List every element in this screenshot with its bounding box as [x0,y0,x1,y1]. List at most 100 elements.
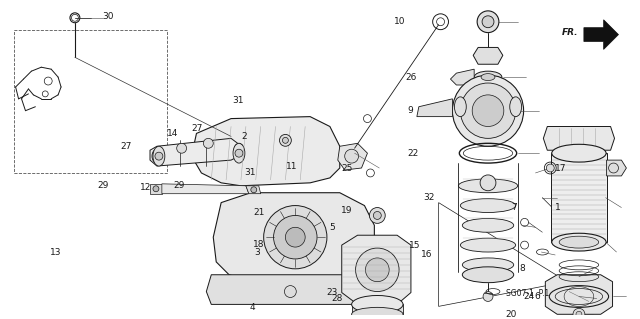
Text: FR.: FR. [562,28,579,37]
Text: 29: 29 [98,181,109,190]
Text: 32: 32 [423,193,434,202]
Text: 6: 6 [534,292,540,301]
Text: 30: 30 [102,12,114,21]
Circle shape [251,187,257,193]
Text: 9: 9 [407,106,413,115]
Ellipse shape [460,199,516,212]
Polygon shape [162,184,249,194]
Circle shape [235,149,243,157]
Circle shape [153,186,159,192]
Circle shape [285,227,305,247]
Ellipse shape [460,238,516,252]
Text: 4: 4 [250,303,255,312]
Text: SG07-1  P.1: SG07-1 P.1 [506,289,549,298]
Text: 11: 11 [286,161,298,171]
Ellipse shape [462,267,514,283]
Circle shape [573,308,585,319]
Polygon shape [551,153,607,242]
Text: 5: 5 [329,223,335,232]
Ellipse shape [234,143,244,157]
Text: 2: 2 [241,132,246,141]
Polygon shape [473,48,503,64]
Polygon shape [342,235,411,304]
Polygon shape [543,127,614,150]
Text: 27: 27 [120,142,132,151]
Text: 23: 23 [326,288,337,297]
Circle shape [284,286,296,298]
Circle shape [547,164,554,172]
Polygon shape [150,184,162,194]
Polygon shape [451,69,474,85]
Text: 12: 12 [140,183,152,192]
Ellipse shape [153,146,165,166]
Ellipse shape [152,149,162,163]
Ellipse shape [351,308,403,319]
Text: 7: 7 [511,203,516,212]
Polygon shape [191,117,340,186]
Text: 15: 15 [409,241,420,249]
Text: 27: 27 [191,124,203,133]
Circle shape [480,175,496,191]
Circle shape [482,16,494,28]
Polygon shape [213,193,374,281]
Text: 3: 3 [255,248,260,256]
Polygon shape [584,20,618,49]
Circle shape [460,83,516,138]
Circle shape [280,134,291,146]
Polygon shape [206,275,374,304]
Ellipse shape [559,236,598,248]
Text: 24: 24 [524,292,535,301]
Ellipse shape [552,144,606,162]
Circle shape [452,75,524,146]
Text: 13: 13 [50,248,61,256]
Text: 31: 31 [232,96,244,105]
Circle shape [609,163,618,173]
Ellipse shape [458,179,518,193]
Circle shape [273,215,317,259]
Circle shape [373,308,381,316]
Text: 31: 31 [244,168,255,177]
Circle shape [177,143,187,153]
Text: 18: 18 [253,240,264,249]
Polygon shape [338,143,367,170]
Circle shape [373,211,381,219]
Circle shape [356,248,399,292]
Circle shape [345,149,358,163]
Circle shape [365,258,389,282]
Text: 22: 22 [407,149,418,158]
Polygon shape [351,304,403,314]
Ellipse shape [462,258,514,272]
Ellipse shape [462,219,514,232]
Ellipse shape [474,71,502,83]
Polygon shape [246,186,260,194]
Polygon shape [607,160,627,176]
Text: 10: 10 [394,17,406,26]
Text: 8: 8 [520,264,525,273]
Ellipse shape [351,295,403,313]
Ellipse shape [454,97,467,117]
Text: 20: 20 [506,310,517,319]
Circle shape [369,208,385,223]
Circle shape [282,137,289,143]
Bar [13,30,167,173]
Circle shape [155,152,163,160]
Text: 25: 25 [342,164,353,173]
Circle shape [576,311,582,317]
Polygon shape [150,138,239,166]
Polygon shape [417,99,452,117]
Ellipse shape [552,233,606,251]
Ellipse shape [481,74,495,80]
Text: 28: 28 [331,294,342,303]
Text: 21: 21 [254,208,265,217]
Text: 1: 1 [556,203,561,212]
Text: 14: 14 [167,129,178,138]
Circle shape [477,11,499,33]
Ellipse shape [233,143,245,163]
Text: 16: 16 [421,250,432,259]
Text: 26: 26 [405,73,417,82]
Polygon shape [545,275,612,314]
Text: 19: 19 [340,206,352,215]
Circle shape [204,138,213,148]
Circle shape [472,95,504,127]
Ellipse shape [509,97,522,117]
